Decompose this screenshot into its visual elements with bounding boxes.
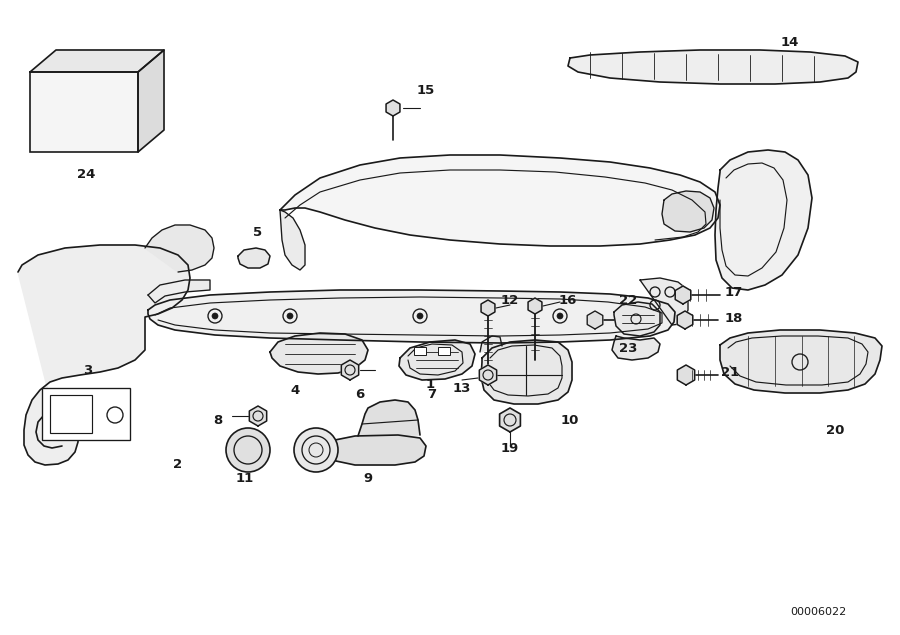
Polygon shape [662, 191, 714, 232]
Text: 7: 7 [428, 389, 436, 401]
Polygon shape [280, 210, 305, 270]
Polygon shape [568, 50, 858, 84]
Polygon shape [675, 286, 691, 304]
Polygon shape [500, 408, 520, 432]
Bar [50, 395, 92, 433]
Polygon shape [341, 360, 359, 380]
Circle shape [287, 313, 293, 319]
Text: 8: 8 [213, 413, 222, 427]
Text: 12: 12 [501, 293, 519, 307]
Polygon shape [386, 100, 400, 116]
Polygon shape [587, 311, 603, 329]
Bar [42, 388, 130, 440]
Polygon shape [482, 300, 495, 316]
Circle shape [417, 313, 423, 319]
Polygon shape [480, 336, 502, 352]
Polygon shape [678, 365, 695, 385]
Text: 15: 15 [417, 83, 435, 97]
Polygon shape [30, 50, 164, 72]
Text: 5: 5 [254, 225, 263, 239]
Text: 18: 18 [724, 312, 743, 324]
Polygon shape [528, 298, 542, 314]
Circle shape [294, 428, 338, 472]
Bar [30, 72, 138, 152]
Polygon shape [280, 155, 720, 246]
Text: 3: 3 [84, 363, 93, 377]
Text: 24: 24 [76, 168, 95, 182]
Circle shape [226, 428, 270, 472]
Text: 1: 1 [426, 378, 435, 392]
Polygon shape [399, 340, 475, 380]
Text: 14: 14 [781, 36, 799, 48]
Text: 17: 17 [724, 286, 743, 298]
Polygon shape [612, 336, 660, 360]
Polygon shape [18, 245, 190, 465]
Text: 2: 2 [174, 458, 183, 472]
Polygon shape [640, 278, 688, 325]
Polygon shape [358, 400, 420, 436]
Circle shape [212, 313, 218, 319]
Text: 21: 21 [721, 366, 739, 380]
Polygon shape [720, 330, 882, 393]
Text: 23: 23 [619, 342, 637, 354]
Polygon shape [249, 406, 266, 426]
Polygon shape [148, 290, 675, 343]
Text: 6: 6 [356, 389, 364, 401]
Text: 10: 10 [561, 413, 580, 427]
Polygon shape [328, 435, 426, 465]
Polygon shape [480, 365, 497, 385]
Polygon shape [481, 340, 572, 404]
Polygon shape [148, 280, 210, 303]
Bar [438, 347, 450, 355]
Text: 22: 22 [619, 293, 637, 307]
Polygon shape [238, 248, 270, 268]
Text: 19: 19 [501, 441, 519, 455]
Polygon shape [677, 311, 693, 329]
Text: 16: 16 [559, 293, 577, 307]
Polygon shape [614, 302, 660, 336]
Polygon shape [715, 150, 812, 290]
Text: 11: 11 [236, 472, 254, 485]
Text: 00006022: 00006022 [790, 607, 846, 617]
Polygon shape [138, 50, 164, 152]
Circle shape [557, 313, 563, 319]
Text: 9: 9 [364, 472, 373, 485]
Text: 4: 4 [291, 384, 300, 396]
Text: 13: 13 [453, 382, 472, 394]
Polygon shape [145, 225, 214, 272]
Bar [414, 347, 426, 355]
Text: 20: 20 [826, 424, 844, 436]
Polygon shape [270, 333, 368, 374]
